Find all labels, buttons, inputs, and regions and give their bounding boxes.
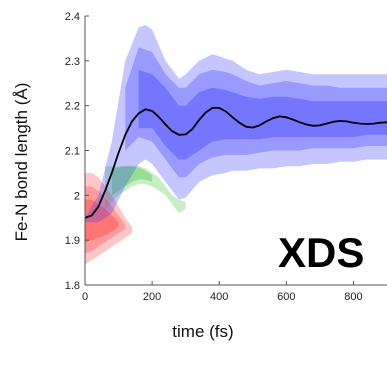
- y-tick-label: 2.1: [65, 146, 80, 158]
- y-tick-label: 2: [74, 190, 80, 202]
- y-axis-ticks: 1.8 1.9 2 2.1 2.2 2.3 2.4: [65, 11, 89, 292]
- band-6: [125, 47, 387, 178]
- y-tick-label: 1.8: [65, 280, 80, 292]
- band-1: [85, 186, 126, 254]
- y-tick-label: 2.4: [65, 11, 80, 23]
- x-tick-label: 0: [82, 291, 88, 303]
- xds-annotation: XDS: [278, 229, 364, 276]
- band-0: [85, 172, 132, 265]
- band-4: [111, 166, 153, 196]
- series-line-0: [84, 107, 387, 219]
- band-3: [105, 165, 186, 214]
- uncertainty-bands: [85, 25, 387, 265]
- x-tick-label: 400: [210, 291, 228, 303]
- y-axis-label: Fe-N bond length (Å): [12, 83, 31, 242]
- y-tick-label: 2.2: [65, 101, 80, 113]
- band-2: [85, 199, 119, 243]
- band-5: [85, 25, 387, 223]
- y-tick-label: 1.9: [65, 235, 80, 247]
- x-axis-label: time (fs): [172, 322, 233, 341]
- x-tick-label: 600: [277, 291, 295, 303]
- x-tick-label: 200: [143, 291, 161, 303]
- y-tick-label: 2.3: [65, 56, 80, 68]
- x-axis-ticks: 0 200 400 600 800: [82, 281, 363, 303]
- band-7: [138, 69, 387, 160]
- mean-bond-length-line: [84, 107, 387, 219]
- x-tick-label: 800: [344, 291, 362, 303]
